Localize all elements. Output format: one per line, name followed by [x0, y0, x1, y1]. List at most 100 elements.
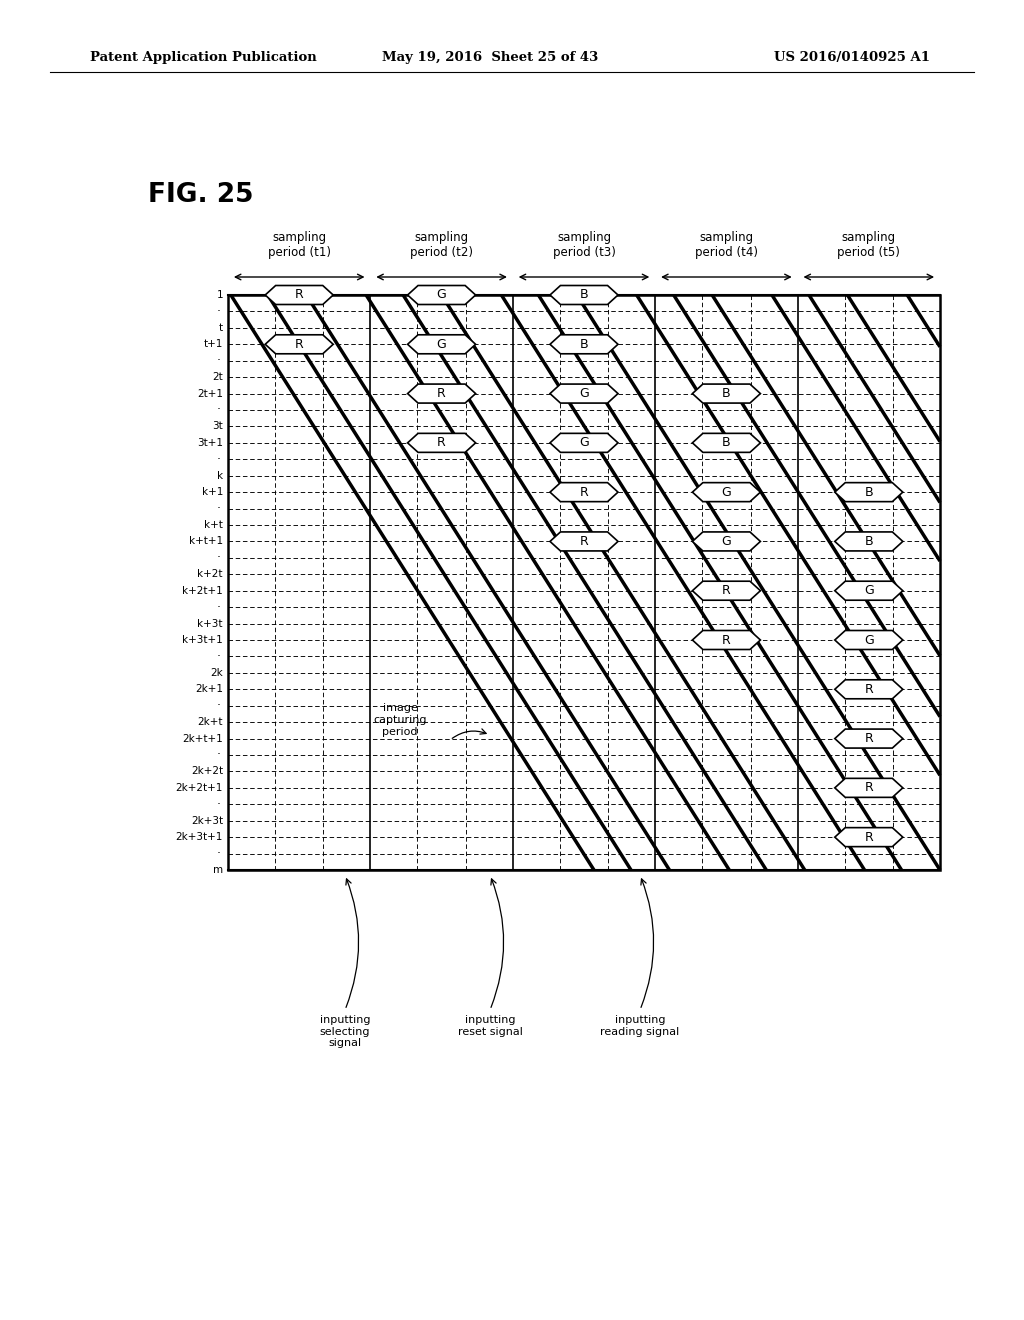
- Text: 2k+2t: 2k+2t: [190, 767, 223, 776]
- Text: G: G: [864, 634, 873, 647]
- Polygon shape: [550, 285, 618, 305]
- Polygon shape: [835, 532, 903, 550]
- Text: ·: ·: [217, 847, 221, 861]
- Text: G: G: [580, 387, 589, 400]
- Polygon shape: [550, 433, 618, 453]
- Polygon shape: [692, 631, 761, 649]
- Text: m: m: [213, 865, 223, 875]
- Text: R: R: [722, 585, 731, 597]
- Text: inputting
selecting
signal: inputting selecting signal: [319, 1015, 371, 1048]
- Polygon shape: [550, 335, 618, 354]
- Text: k+3t: k+3t: [198, 619, 223, 628]
- Polygon shape: [692, 433, 761, 453]
- Text: 2k+t+1: 2k+t+1: [182, 734, 223, 743]
- Text: ·: ·: [217, 797, 221, 810]
- Text: B: B: [722, 387, 731, 400]
- Text: t+1: t+1: [204, 339, 223, 350]
- Text: sampling
period (t5): sampling period (t5): [838, 231, 900, 259]
- Polygon shape: [265, 335, 333, 354]
- Text: sampling
period (t4): sampling period (t4): [695, 231, 758, 259]
- Text: ·: ·: [217, 649, 221, 663]
- Polygon shape: [835, 729, 903, 748]
- Text: R: R: [864, 682, 873, 696]
- Text: k: k: [217, 471, 223, 480]
- Text: G: G: [436, 338, 446, 351]
- Bar: [228, 294, 940, 870]
- Text: B: B: [722, 437, 731, 449]
- Text: B: B: [580, 338, 589, 351]
- Text: 2k+3t: 2k+3t: [190, 816, 223, 826]
- Text: G: G: [722, 535, 731, 548]
- Polygon shape: [835, 631, 903, 649]
- Polygon shape: [408, 335, 475, 354]
- Text: ·: ·: [217, 552, 221, 565]
- Text: 2t+1: 2t+1: [197, 388, 223, 399]
- Text: k+2t: k+2t: [198, 569, 223, 579]
- Polygon shape: [835, 581, 903, 601]
- Text: G: G: [580, 437, 589, 449]
- Text: R: R: [580, 535, 589, 548]
- Text: ·: ·: [217, 305, 221, 318]
- Text: inputting
reading signal: inputting reading signal: [600, 1015, 680, 1036]
- Text: B: B: [864, 535, 873, 548]
- Text: k+2t+1: k+2t+1: [182, 586, 223, 595]
- Text: k+1: k+1: [202, 487, 223, 498]
- Text: sampling
period (t2): sampling period (t2): [410, 231, 473, 259]
- Polygon shape: [550, 384, 618, 403]
- Polygon shape: [550, 483, 618, 502]
- Text: R: R: [722, 634, 731, 647]
- Text: 2k+1: 2k+1: [195, 684, 223, 694]
- Text: R: R: [864, 781, 873, 795]
- Text: G: G: [864, 585, 873, 597]
- Polygon shape: [692, 581, 761, 601]
- Text: 2k+3t+1: 2k+3t+1: [176, 832, 223, 842]
- Text: R: R: [295, 289, 303, 301]
- Text: 2k+t: 2k+t: [198, 717, 223, 727]
- Text: R: R: [580, 486, 589, 499]
- Polygon shape: [835, 680, 903, 698]
- Text: k+t+1: k+t+1: [188, 536, 223, 546]
- Text: R: R: [864, 733, 873, 744]
- Text: t: t: [219, 323, 223, 333]
- Text: Patent Application Publication: Patent Application Publication: [90, 51, 316, 65]
- Polygon shape: [408, 384, 475, 403]
- Polygon shape: [408, 433, 475, 453]
- Polygon shape: [692, 384, 761, 403]
- Text: B: B: [864, 486, 873, 499]
- Polygon shape: [550, 532, 618, 550]
- Text: May 19, 2016  Sheet 25 of 43: May 19, 2016 Sheet 25 of 43: [382, 51, 598, 65]
- Text: inputting
reset signal: inputting reset signal: [458, 1015, 522, 1036]
- Polygon shape: [408, 285, 475, 305]
- Text: ·: ·: [217, 748, 221, 762]
- Text: R: R: [295, 338, 303, 351]
- Text: R: R: [864, 830, 873, 843]
- Text: 3t+1: 3t+1: [197, 438, 223, 447]
- Text: US 2016/0140925 A1: US 2016/0140925 A1: [774, 51, 930, 65]
- Polygon shape: [835, 828, 903, 846]
- Text: R: R: [437, 437, 446, 449]
- Text: ·: ·: [217, 700, 221, 713]
- Text: G: G: [722, 486, 731, 499]
- Text: ·: ·: [217, 354, 221, 367]
- Polygon shape: [692, 483, 761, 502]
- Text: FIG. 25: FIG. 25: [148, 182, 254, 209]
- Text: k+3t+1: k+3t+1: [182, 635, 223, 645]
- Text: ·: ·: [217, 502, 221, 515]
- Text: ·: ·: [217, 453, 221, 466]
- Text: sampling
period (t1): sampling period (t1): [267, 231, 331, 259]
- Text: 2k: 2k: [210, 668, 223, 678]
- Text: 2k+2t+1: 2k+2t+1: [176, 783, 223, 793]
- Text: image
capturing
period: image capturing period: [374, 704, 427, 737]
- Text: B: B: [580, 289, 589, 301]
- Polygon shape: [835, 483, 903, 502]
- Text: 2t: 2t: [212, 372, 223, 383]
- Text: 1: 1: [216, 290, 223, 300]
- Polygon shape: [692, 532, 761, 550]
- Text: G: G: [436, 289, 446, 301]
- Text: R: R: [437, 387, 446, 400]
- Polygon shape: [835, 779, 903, 797]
- Text: sampling
period (t3): sampling period (t3): [553, 231, 615, 259]
- Text: ·: ·: [217, 404, 221, 417]
- Polygon shape: [265, 285, 333, 305]
- Text: k+t: k+t: [204, 520, 223, 531]
